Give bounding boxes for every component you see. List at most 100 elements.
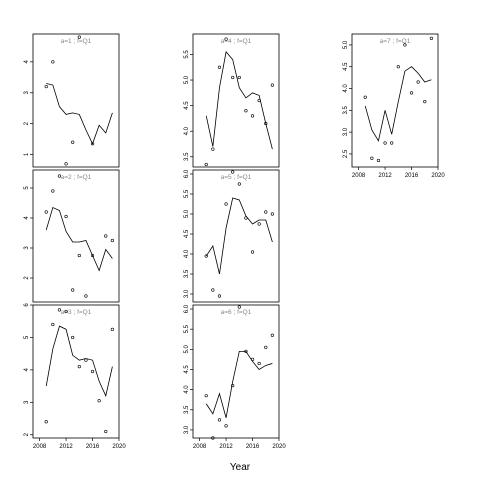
- y-tick-label: 5.5: [184, 324, 190, 333]
- x-tick-label: 2016: [86, 444, 100, 450]
- data-point: [104, 234, 108, 238]
- data-point: [84, 294, 88, 298]
- data-point: [376, 158, 381, 163]
- data-point: [429, 36, 433, 40]
- x-tick-label: 2020: [431, 173, 445, 179]
- y-tick-label: 4.5: [343, 62, 349, 71]
- data-point: [57, 174, 62, 178]
- data-point: [44, 84, 48, 89]
- data-point: [90, 369, 95, 374]
- data-point: [257, 98, 261, 103]
- data-point: [204, 162, 208, 167]
- data-point: [237, 75, 241, 80]
- data-point: [64, 162, 68, 166]
- data-point: [217, 294, 222, 298]
- data-point: [110, 238, 114, 243]
- data-point: [244, 109, 248, 113]
- data-point: [211, 147, 215, 151]
- data-point: [104, 429, 108, 434]
- y-tick-label: 5.5: [184, 50, 190, 59]
- series-line: [45, 325, 113, 398]
- data-point: [390, 141, 394, 145]
- series-line: [46, 83, 113, 145]
- data-point: [270, 83, 274, 87]
- data-point: [231, 170, 235, 174]
- data-point: [224, 37, 228, 41]
- panel-4: a=4 ; f=Q1 3.5 4.0 4.5 5.0 5.5: [184, 33, 280, 168]
- y-tick-label: 5: [24, 335, 30, 339]
- data-point: [51, 60, 55, 64]
- data-point: [97, 399, 101, 403]
- data-point: [77, 365, 81, 369]
- y-tick-label: 4.5: [184, 229, 190, 238]
- data-point: [237, 182, 241, 186]
- data-point: [90, 253, 95, 258]
- y-tick-label: 5.0: [184, 75, 190, 84]
- panel-frame: [192, 169, 280, 303]
- data-point: [51, 322, 55, 327]
- y-tick-label: 4.0: [343, 84, 349, 93]
- data-point: [217, 418, 222, 422]
- y-tick-label: 4.0: [184, 126, 190, 135]
- data-point: [250, 114, 255, 118]
- x-tick-label: 2020: [272, 444, 286, 450]
- panel-frame: [351, 33, 439, 168]
- y-tick-label: 6: [24, 303, 30, 307]
- panel-2: a=2 ; f=Q1 2 3 4 5: [24, 169, 120, 303]
- data-point: [71, 335, 75, 340]
- y-tick-label: 2: [24, 121, 30, 125]
- series-line: [205, 197, 273, 275]
- x-tick-label: 2008: [193, 444, 207, 450]
- y-tick-label: 4.0: [184, 249, 190, 258]
- x-tick-label: 2012: [219, 444, 233, 450]
- x-tick-label: 2012: [378, 173, 392, 179]
- series-line: [205, 350, 273, 418]
- data-point: [409, 91, 414, 95]
- y-tick-label: 2.5: [343, 149, 349, 158]
- x-tick-label: 2016: [405, 173, 419, 179]
- y-tick-label: 5.0: [184, 209, 190, 218]
- panel-label: a=5 ; f=Q1: [221, 174, 252, 181]
- y-tick-label: 5.0: [184, 345, 190, 354]
- data-point: [231, 384, 235, 388]
- data-point: [211, 288, 215, 292]
- data-point: [403, 43, 407, 47]
- data-point: [383, 141, 387, 145]
- y-tick-label: 5.0: [343, 40, 349, 49]
- data-point: [250, 357, 255, 362]
- y-tick-label: 2: [24, 432, 30, 436]
- data-point: [257, 222, 261, 226]
- panel-3: a=3 ; f=Q1 2 3 4 5 6 2008 2012 2016 2020: [24, 303, 126, 450]
- data-point: [264, 210, 268, 214]
- data-point: [244, 349, 248, 353]
- panel-frame: [32, 33, 120, 168]
- y-tick-label: 3.5: [184, 152, 190, 161]
- y-tick-label: 6.0: [184, 169, 190, 178]
- panel-7: a=7 ; f=Q1 2.5 3.0 3.5 4.0 4.5 5.0 2008 2012 2016…: [343, 33, 445, 179]
- y-tick-label: 5: [24, 186, 30, 190]
- panel-frame: [192, 33, 280, 168]
- data-point: [64, 309, 68, 314]
- data-point: [370, 156, 374, 160]
- y-tick-label: 3.0: [184, 289, 190, 298]
- data-point: [423, 99, 427, 104]
- data-point: [71, 140, 75, 144]
- x-tick-label: 2008: [33, 444, 47, 450]
- data-point: [270, 212, 274, 216]
- data-point: [71, 288, 75, 292]
- x-tick-label: 2012: [59, 444, 73, 450]
- panel-label: a=4 ; f=Q1: [221, 38, 252, 45]
- data-point: [224, 424, 228, 428]
- data-point: [57, 308, 62, 312]
- y-tick-label: 5.5: [184, 189, 190, 198]
- data-point: [264, 121, 268, 126]
- panel-frame: [192, 304, 280, 439]
- y-tick-label: 3.5: [184, 405, 190, 414]
- y-tick-label: 2: [24, 276, 30, 280]
- y-tick-label: 3.0: [343, 127, 349, 136]
- panel-label: a=7 ; f=Q1: [380, 38, 411, 45]
- y-tick-label: 3: [24, 246, 30, 250]
- panel-frame: [32, 304, 120, 439]
